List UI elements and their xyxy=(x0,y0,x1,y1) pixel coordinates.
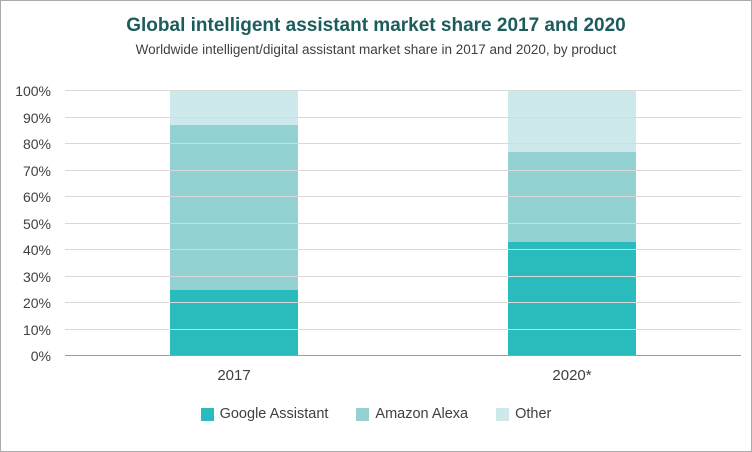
legend-item-amazon-alexa: Amazon Alexa xyxy=(356,406,468,422)
chart-subtitle: Worldwide intelligent/digital assistant … xyxy=(135,42,617,57)
bars-row xyxy=(65,91,741,356)
legend: Google Assistant Amazon Alexa Other xyxy=(1,406,751,422)
y-tick-label: 80% xyxy=(22,136,51,152)
x-tick-label: 2020* xyxy=(552,367,592,384)
plot-area xyxy=(65,90,741,356)
bar-segment-other xyxy=(508,91,636,152)
stacked-bar-2020 xyxy=(508,91,636,356)
y-tick-label: 100% xyxy=(15,83,51,99)
y-tick-label: 30% xyxy=(22,268,51,285)
gridline xyxy=(65,169,741,171)
y-tick-label: 10% xyxy=(22,321,51,338)
legend-swatch-icon xyxy=(200,407,214,421)
bar-segment-amazon-alexa xyxy=(508,151,636,243)
y-tick-label: 20% xyxy=(22,295,51,311)
y-tick-label: 60% xyxy=(22,189,51,205)
gridline xyxy=(65,249,741,250)
legend-label: Google Assistant xyxy=(219,406,329,422)
x-axis: 2017 2020* xyxy=(65,367,741,384)
gridline xyxy=(65,328,741,330)
y-tick-label: 50% xyxy=(22,215,51,232)
bar-segment-other xyxy=(170,91,298,126)
bar-segment-amazon-alexa xyxy=(170,125,298,290)
gridline xyxy=(65,116,741,118)
legend-item-other: Other xyxy=(496,406,551,422)
bar-slot xyxy=(65,91,403,356)
x-axis-baseline xyxy=(65,355,741,356)
gridline xyxy=(65,222,741,224)
y-tick-label: 70% xyxy=(22,162,51,179)
y-tick-label: 40% xyxy=(22,242,51,258)
legend-item-google-assistant: Google Assistant xyxy=(200,406,329,422)
bar-slot xyxy=(403,91,741,356)
x-tick-label: 2017 xyxy=(217,367,251,384)
gridline xyxy=(65,90,741,91)
gridline xyxy=(65,196,741,197)
stacked-bar-2017 xyxy=(170,91,298,356)
y-axis: 0% 10% 20% 30% 40% 50% 60% 70% 80% 90% 100% xyxy=(1,84,57,363)
gridline xyxy=(65,302,741,303)
bar-segment-google-assistant xyxy=(170,289,298,356)
gridline xyxy=(65,275,741,277)
legend-label: Amazon Alexa xyxy=(375,406,469,422)
y-tick-label: 0% xyxy=(30,348,51,364)
legend-swatch-icon xyxy=(356,407,370,421)
legend-label: Other xyxy=(515,406,552,422)
bar-segment-google-assistant xyxy=(508,242,636,356)
y-tick-label: 90% xyxy=(22,109,51,126)
chart-title: Global intelligent assistant market shar… xyxy=(126,15,626,36)
gridline xyxy=(65,143,741,144)
legend-swatch-icon xyxy=(496,407,510,421)
